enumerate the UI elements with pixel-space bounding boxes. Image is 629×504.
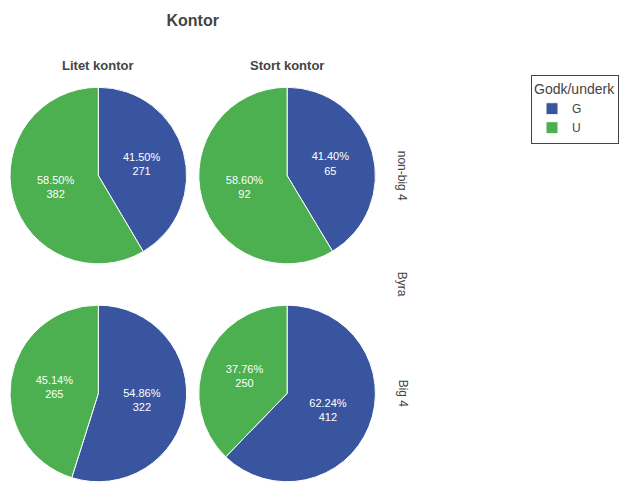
svg-text:U: U — [572, 121, 581, 135]
svg-text:Byra: Byra — [395, 272, 409, 297]
svg-text:G: G — [572, 102, 581, 116]
svg-text:58.50%382: 58.50%382 — [37, 174, 75, 200]
svg-text:41.40%65: 41.40%65 — [312, 150, 350, 176]
svg-text:Big 4: Big 4 — [396, 380, 410, 408]
svg-text:62.24%412: 62.24%412 — [309, 397, 347, 423]
svg-text:Kontor: Kontor — [166, 12, 218, 29]
svg-text:Litet kontor: Litet kontor — [62, 58, 134, 73]
svg-text:45.14%265: 45.14%265 — [36, 374, 74, 400]
svg-text:54.86%322: 54.86%322 — [123, 387, 161, 413]
svg-text:37.76%250: 37.76%250 — [226, 363, 264, 389]
svg-text:Stort kontor: Stort kontor — [250, 58, 324, 73]
svg-text:58.60%92: 58.60%92 — [226, 174, 264, 200]
svg-text:Godk/underk: Godk/underk — [534, 81, 615, 97]
svg-text:41.50%271: 41.50%271 — [123, 151, 161, 177]
svg-text:non-big 4: non-big 4 — [395, 151, 409, 201]
